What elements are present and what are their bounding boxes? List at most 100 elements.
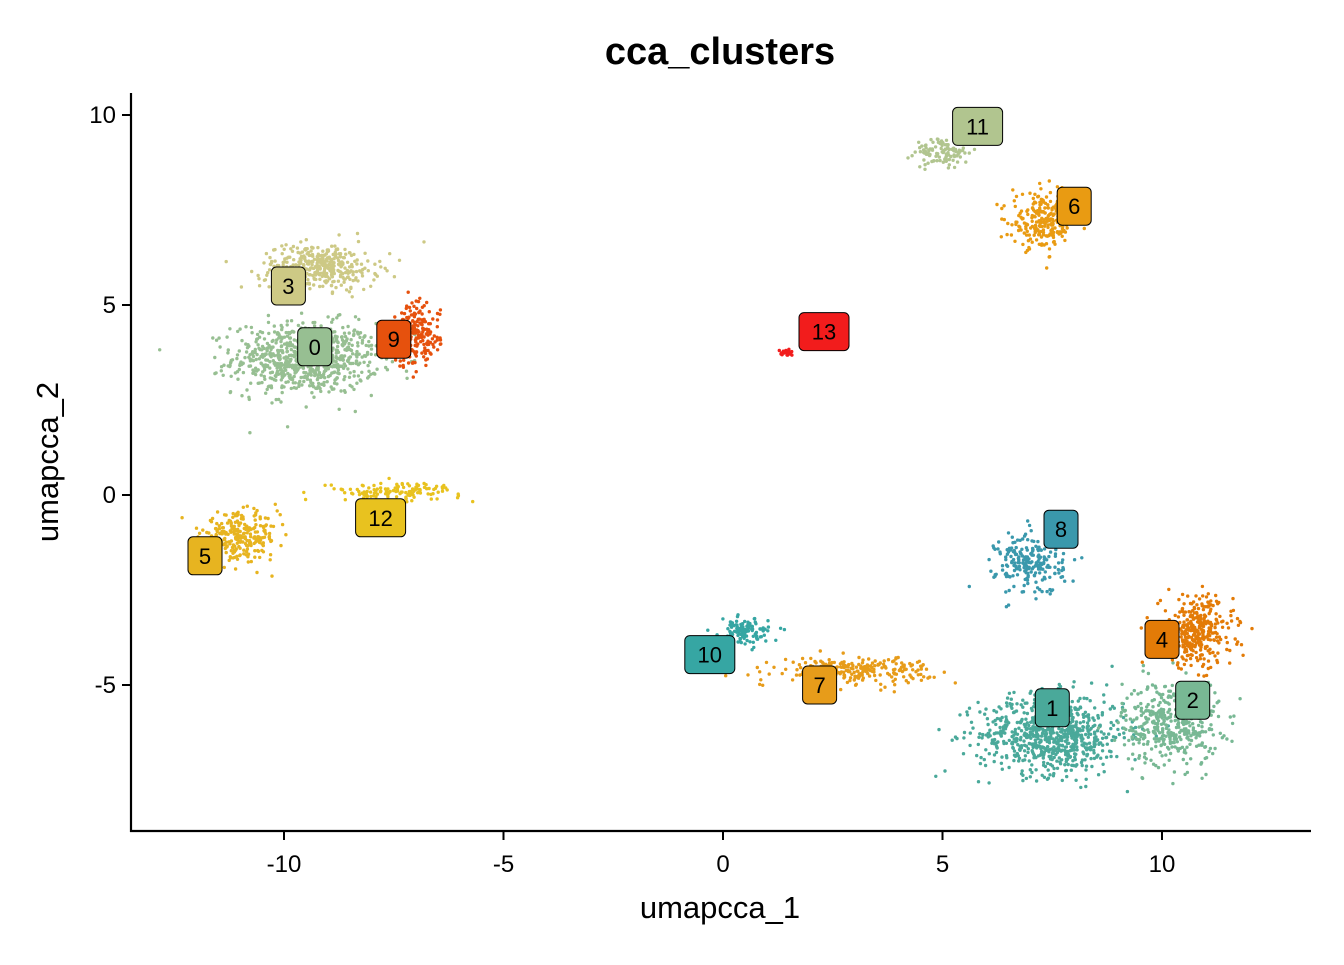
data-point xyxy=(369,343,374,347)
cluster-label-box xyxy=(952,106,1004,146)
data-point xyxy=(225,521,230,525)
data-point xyxy=(1086,729,1090,733)
data-point xyxy=(891,679,895,683)
data-point xyxy=(1010,559,1014,564)
data-point xyxy=(952,154,957,159)
data-point xyxy=(285,334,290,338)
data-point xyxy=(316,368,320,372)
data-point xyxy=(310,259,314,264)
data-point xyxy=(1023,754,1028,758)
data-point xyxy=(1046,776,1051,780)
data-point xyxy=(983,712,987,716)
data-point xyxy=(1186,729,1191,733)
data-point xyxy=(363,354,368,358)
data-point xyxy=(1208,647,1212,651)
data-point xyxy=(231,543,236,547)
data-point xyxy=(288,359,292,363)
data-point xyxy=(342,362,346,366)
cluster-label-4: 4 xyxy=(1144,619,1180,659)
data-point xyxy=(1082,715,1086,719)
data-point xyxy=(275,371,279,376)
data-point xyxy=(418,488,422,492)
data-point xyxy=(1157,739,1161,743)
data-point xyxy=(861,658,865,662)
data-point xyxy=(332,359,336,363)
data-point xyxy=(296,367,300,371)
data-point xyxy=(362,360,366,364)
data-point xyxy=(1120,701,1124,706)
data-point xyxy=(962,730,967,735)
cluster-label-box xyxy=(1144,619,1180,659)
data-point xyxy=(1024,744,1029,748)
data-point xyxy=(1135,737,1139,742)
data-point xyxy=(280,325,284,330)
data-point xyxy=(1126,757,1131,761)
data-point xyxy=(180,516,184,520)
data-point xyxy=(285,346,289,350)
data-point xyxy=(935,153,939,157)
data-point xyxy=(347,331,351,335)
data-point xyxy=(422,240,426,244)
data-point xyxy=(1047,179,1052,183)
data-point xyxy=(266,516,270,521)
data-point xyxy=(1091,716,1095,720)
data-point xyxy=(1039,548,1043,552)
data-point xyxy=(1071,759,1075,763)
data-point xyxy=(226,348,230,352)
data-point xyxy=(416,299,421,304)
data-point xyxy=(1192,638,1197,642)
data-point xyxy=(1194,610,1199,615)
data-point xyxy=(1021,242,1025,247)
data-point xyxy=(1015,567,1019,571)
data-point xyxy=(1078,706,1083,710)
data-point xyxy=(330,244,334,248)
data-point xyxy=(456,494,461,498)
data-point xyxy=(1078,727,1082,731)
data-point xyxy=(354,276,358,280)
data-point xyxy=(237,523,241,528)
data-point xyxy=(272,324,276,328)
data-point xyxy=(421,338,425,343)
data-point xyxy=(1025,209,1029,213)
data-point xyxy=(1041,567,1045,571)
data-point xyxy=(225,545,229,549)
data-point xyxy=(894,672,899,676)
x-tick-label: -10 xyxy=(267,851,302,878)
data-point xyxy=(1069,720,1073,725)
data-point xyxy=(1137,754,1142,758)
data-point xyxy=(1017,726,1021,730)
data-point xyxy=(253,555,257,559)
data-point xyxy=(761,683,765,687)
data-point xyxy=(1038,181,1042,186)
data-point xyxy=(1005,723,1009,727)
data-point xyxy=(1078,721,1083,725)
data-point xyxy=(217,336,221,340)
data-point xyxy=(1015,739,1019,743)
data-point xyxy=(1198,640,1203,644)
data-point xyxy=(1189,734,1193,738)
data-point xyxy=(1020,192,1025,196)
data-point xyxy=(1012,749,1017,753)
data-point xyxy=(999,235,1003,239)
data-point xyxy=(721,617,725,621)
data-point xyxy=(997,540,1001,544)
data-point xyxy=(1019,744,1024,748)
data-point xyxy=(1005,232,1009,237)
data-point xyxy=(870,661,875,665)
data-point xyxy=(268,558,272,562)
data-point xyxy=(351,352,355,356)
data-point xyxy=(1011,745,1015,750)
data-point xyxy=(325,248,329,252)
data-point xyxy=(1162,763,1167,767)
data-point xyxy=(424,363,428,368)
data-point xyxy=(303,247,307,252)
cluster-5-points xyxy=(180,502,288,578)
cluster-label-6: 6 xyxy=(1056,186,1092,226)
data-point xyxy=(415,482,419,486)
data-point xyxy=(1095,729,1100,733)
data-point xyxy=(1086,735,1091,739)
data-point xyxy=(241,370,246,375)
data-point xyxy=(958,155,962,159)
data-point xyxy=(914,670,918,674)
data-point xyxy=(1225,647,1229,652)
